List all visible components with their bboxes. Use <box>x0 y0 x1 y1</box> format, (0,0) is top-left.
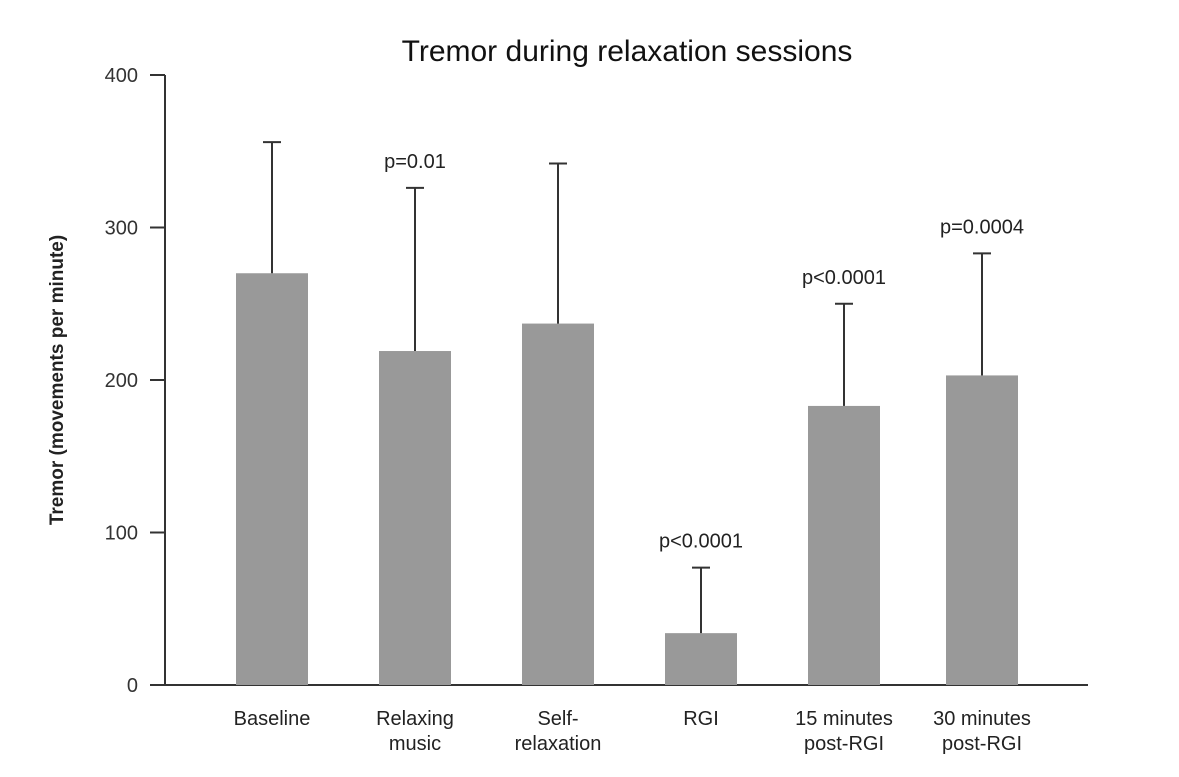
y-tick-label: 300 <box>105 218 138 240</box>
annotations: p=0.01 p<0.0001 p<0.0001 p=0.0004 <box>384 151 1024 553</box>
error-bars <box>263 141 991 634</box>
category-label: RGI <box>683 708 719 730</box>
category-label: Self- <box>537 708 578 730</box>
bar <box>808 405 880 685</box>
bar <box>522 323 594 685</box>
y-tick-label: 200 <box>105 370 138 392</box>
y-tick-label: 0 <box>127 675 138 697</box>
p-value-annotation: p<0.0001 <box>659 531 743 553</box>
bar <box>946 375 1018 685</box>
y-tick-label: 100 <box>105 523 138 545</box>
y-tick-label: 400 <box>105 65 138 87</box>
category-label: post-RGI <box>804 733 884 755</box>
category-label: post-RGI <box>942 733 1022 755</box>
category-label: 15 minutes <box>795 708 893 730</box>
category-labels: Baseline Relaxing music Self-relaxation RGI 1… <box>234 708 1031 755</box>
p-value-annotation: p<0.0001 <box>802 267 886 289</box>
bars <box>236 273 1018 685</box>
bar <box>236 273 308 685</box>
category-label: 30 minutes <box>933 708 1031 730</box>
chart-title: Tremor during relaxation sessions <box>402 35 853 68</box>
category-label: relaxation <box>515 733 602 755</box>
category-label: Relaxing <box>376 708 454 730</box>
y-axis-label: Tremor (movements per minute) <box>47 235 68 525</box>
bar <box>379 351 451 685</box>
category-label: music <box>389 733 441 755</box>
p-value-annotation: p=0.01 <box>384 151 446 173</box>
category-label: Baseline <box>234 708 311 730</box>
bar <box>665 633 737 685</box>
y-ticks: 0 100 200 300 400 <box>105 65 165 697</box>
p-value-annotation: p=0.0004 <box>940 216 1024 238</box>
